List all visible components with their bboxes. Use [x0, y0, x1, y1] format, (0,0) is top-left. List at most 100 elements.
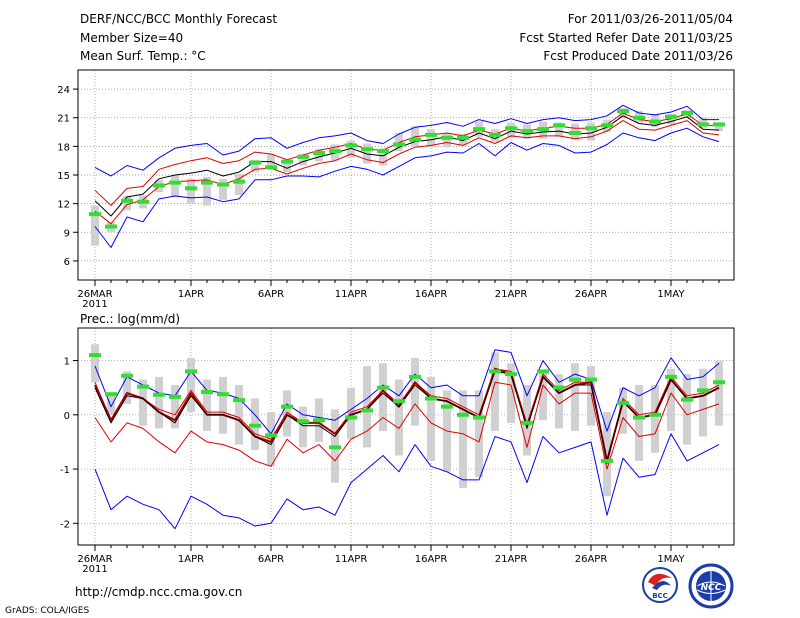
precipitation-observed [89, 353, 725, 463]
precipitation-spread-box [187, 357, 195, 413]
precipitation-observed-marker [457, 412, 469, 417]
temperature-observed-marker [297, 154, 309, 159]
temperature-observed-marker [569, 131, 581, 135]
temperature-xtick-label: 1MAY [657, 289, 685, 300]
precipitation-spread-box [539, 371, 547, 421]
precipitation-spread-box [411, 357, 419, 426]
temperature-ytick-label: 9 [64, 228, 70, 239]
precipitation-observed-marker [201, 390, 213, 395]
precipitation-observed-marker [425, 396, 437, 401]
precipitation-xtick-label: 21APR [495, 554, 528, 565]
precipitation-observed-marker [89, 353, 101, 358]
precipitation-observed-marker [537, 369, 549, 374]
temperature-ytick-label: 18 [57, 142, 70, 153]
temperature-spread-box [315, 149, 323, 162]
precipitation-spread-box [459, 390, 467, 489]
precipitation-spread-box [667, 368, 675, 432]
temperature-spread-box [187, 178, 195, 204]
precipitation-observed-marker [105, 392, 117, 397]
temperature-series-lower [94, 120, 720, 225]
precipitation-spread-box [219, 376, 227, 434]
bcc-logo-text: BCC [652, 592, 668, 600]
temperature-observed-marker [457, 135, 469, 140]
precipitation-observed-marker [553, 385, 565, 390]
precipitation-observed-marker [281, 404, 293, 409]
precipitation-panel: -2 -1 0 1 26MAR 1APR 6APR 11APR 16APR 21APR 26APR 1… [60, 327, 735, 575]
temperature-spread-box [587, 122, 595, 141]
precipitation-spread-box [155, 376, 163, 429]
precipitation-observed-marker [713, 380, 725, 385]
temperature-spread-box [267, 154, 275, 168]
temperature-axis-ticks: 6 9 12 15 18 21 24 26MAR 1APR 6APR 11APR 16APR 21APR… [57, 85, 720, 310]
temperature-spread-box [123, 196, 131, 211]
temperature-observed-marker [153, 183, 165, 188]
figure-title: DERF/NCC/BCC Monthly Forecast [80, 12, 277, 26]
temperature-observed-marker [441, 135, 453, 140]
temperature-spread-box [443, 133, 451, 148]
source-url[interactable]: http://cmdp.ncc.cma.gov.cn [75, 585, 242, 599]
temperature-observed-marker [201, 180, 213, 185]
precipitation-observed-marker [377, 385, 389, 390]
temperature-series-max [94, 104, 719, 177]
precipitation-spread-box [235, 384, 243, 445]
precipitation-observed-marker [329, 445, 341, 450]
temperature-lines [94, 104, 720, 248]
precipitation-observed-marker [681, 397, 693, 402]
temperature-observed-marker [681, 110, 693, 115]
precipitation-spread-box [123, 371, 131, 404]
precipitation-xtick-label: 26MAR [77, 554, 112, 565]
temperature-spread-box [171, 175, 179, 197]
precipitation-observed-marker [233, 398, 245, 403]
temperature-panel: 6 9 12 15 18 21 24 26MAR 1APR 6APR 11APR 16APR 21APR… [57, 69, 735, 310]
precipitation-spread-box [683, 374, 691, 445]
temperature-observed-marker [233, 179, 245, 184]
temperature-observed-marker [633, 115, 645, 120]
temperature-observed-marker [521, 129, 533, 134]
temperature-spread-box [555, 122, 563, 137]
temperature-observed-marker [489, 132, 501, 137]
precipitation-panel-frame [77, 327, 735, 546]
precipitation-observed-marker [569, 377, 581, 382]
temperature-spread-box [91, 205, 99, 246]
precipitation-spread-box [635, 384, 643, 461]
precipitation-observed-marker [361, 408, 373, 413]
grads-credit: GrADS: COLA/IGES [5, 606, 89, 616]
precipitation-observed-marker [441, 404, 453, 409]
temperature-xtick-label: 16APR [415, 289, 448, 300]
temperature-observed [89, 109, 725, 229]
precipitation-spread-box [475, 390, 483, 478]
precipitation-observed-marker [121, 373, 133, 378]
temperature-observed-marker [137, 199, 149, 204]
temperature-observed-marker [377, 149, 389, 154]
temperature-spread-box [235, 174, 243, 196]
precipitation-observed-marker [649, 412, 661, 417]
precipitation-spread-box [347, 387, 355, 440]
precipitation-year-label: 2011 [82, 564, 107, 575]
temperature-ytick-label: 6 [64, 257, 70, 268]
ncc-logo: NCC [688, 563, 734, 609]
precipitation-observed-marker [265, 433, 277, 438]
temperature-xtick-label: 6APR [258, 289, 284, 300]
temperature-observed-marker [553, 123, 565, 128]
temperature-ytick-label: 12 [57, 200, 70, 211]
temperature-observed-marker [105, 224, 117, 229]
temperature-observed-marker [185, 186, 197, 191]
bcc-logo-swirl-blue [652, 580, 671, 590]
temperature-spread-box [203, 176, 211, 206]
precipitation-observed-marker [297, 419, 309, 424]
precipitation-observed-marker [585, 377, 597, 382]
temperature-observed-marker [361, 147, 373, 152]
precipitation-ytick-label: 0 [64, 411, 70, 422]
precipitation-series-min [94, 433, 720, 530]
temperature-observed-marker [265, 165, 277, 170]
precipitation-observed-marker [697, 388, 709, 393]
precipitation-observed-marker [185, 369, 197, 374]
precipitation-spread-box [507, 363, 515, 423]
precipitation-observed-marker [137, 384, 149, 389]
precipitation-series-max [94, 349, 720, 435]
precipitation-series-mean [94, 370, 720, 462]
temperature-observed-marker [505, 126, 517, 131]
temperature-spread-box [219, 178, 227, 200]
precipitation-observed-marker [153, 392, 165, 397]
precipitation-xtick-label: 1MAY [657, 554, 685, 565]
